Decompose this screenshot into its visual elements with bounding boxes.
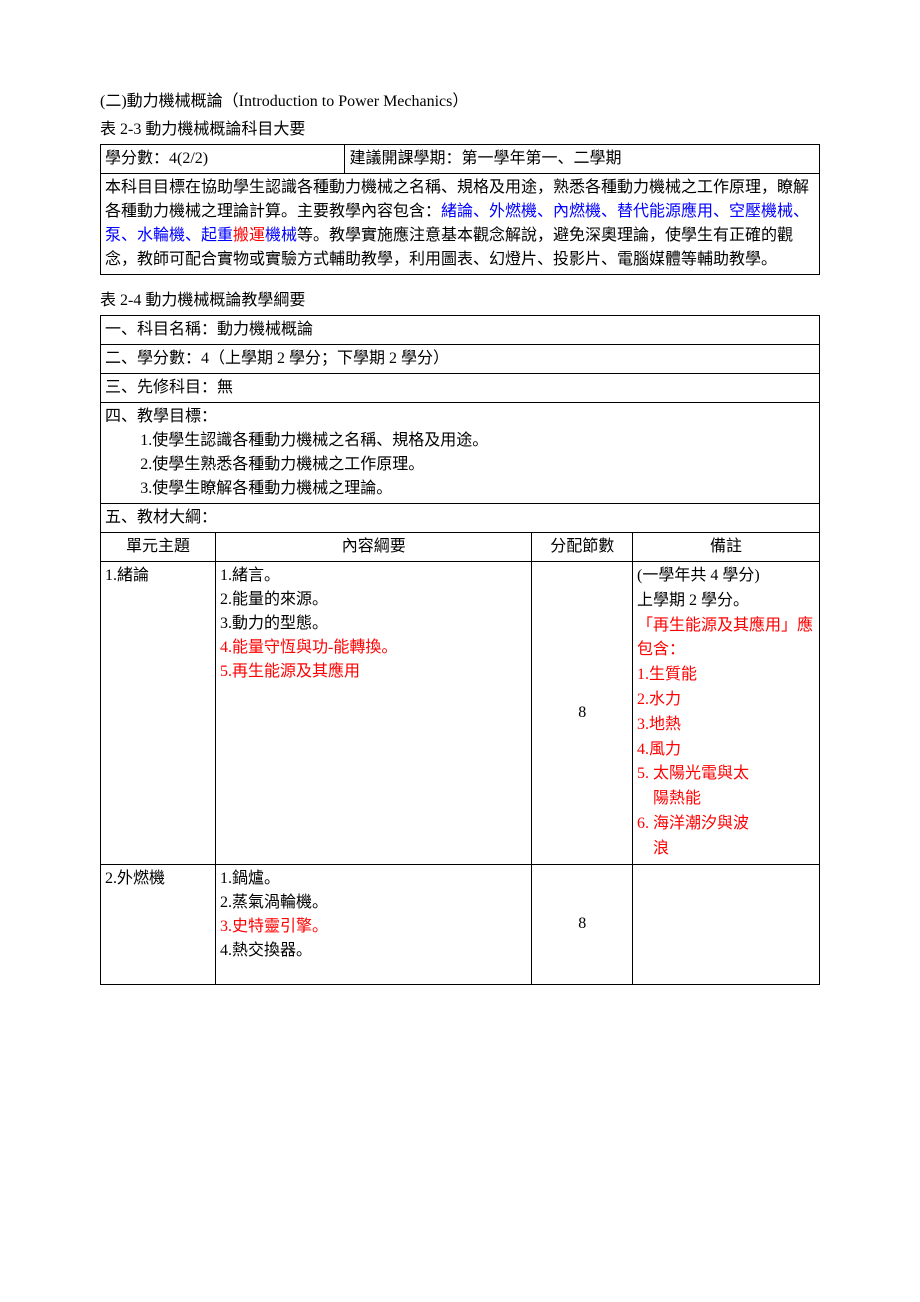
table-row: 四、教學目標： 1.使學生認識各種動力機械之名稱、規格及用途。 2.使學生熟悉各… [101, 403, 820, 504]
content-line: 4.熱交換器。 [220, 939, 527, 963]
unit-hours: 8 [532, 864, 633, 984]
col-notes: 備註 [633, 533, 820, 562]
unit-row: 1.緒論 1.緒言。 2.能量的來源。 3.動力的型態。 4.能量守恆與功-能轉… [101, 562, 820, 865]
note-line: 3.地熱 [637, 713, 815, 738]
content-line: 5.再生能源及其應用 [220, 660, 527, 684]
table-header-row: 單元主題 內容綱要 分配節數 備註 [101, 533, 820, 562]
content-line: 3.動力的型態。 [220, 612, 527, 636]
goals-cell: 四、教學目標： 1.使學生認識各種動力機械之名稱、規格及用途。 2.使學生熟悉各… [101, 403, 820, 504]
unit-topic: 1.緒論 [101, 562, 216, 865]
table-2-3: 學分數：4(2/2) 建議開課學期：第一學年第一、二學期 本科目目標在協助學生認… [100, 144, 820, 275]
content-line: 1.緒言。 [220, 564, 527, 588]
note-line: (一學年共 4 學分) [637, 564, 815, 589]
table-2-4: 一、科目名稱：動力機械概論 二、學分數：4（上學期 2 學分；下學期 2 學分）… [100, 315, 820, 985]
note-line: 6. 海洋潮汐與波浪 [637, 812, 815, 862]
unit-content: 1.緒言。 2.能量的來源。 3.動力的型態。 4.能量守恆與功-能轉換。 5.… [216, 562, 532, 865]
section-title: (二)動力機械概論（Introduction to Power Mechanic… [100, 90, 820, 114]
subject-name-cell: 一、科目名稱：動力機械概論 [101, 316, 820, 345]
table-row: 五、教材大綱： [101, 504, 820, 533]
unit-content: 1.鍋爐。 2.蒸氣渦輪機。 3.史特靈引擎。 4.熱交換器。 [216, 864, 532, 984]
desc-text: 本科目目標在協助學生認識各種動力機械之名稱、規格及用途，熟悉各種動力機械之工作原… [105, 179, 809, 268]
content-line: 4.能量守恆與功-能轉換。 [220, 636, 527, 660]
note-line: 「再生能源及其應用」應包含： [637, 614, 815, 664]
desc-blue-tail: 機械 [265, 227, 297, 244]
note-line: 5. 太陽光電與太陽熱能 [637, 762, 815, 812]
unit-topic: 2.外燃機 [101, 864, 216, 984]
col-topic: 單元主題 [101, 533, 216, 562]
table-row: 一、科目名稱：動力機械概論 [101, 316, 820, 345]
unit-hours: 8 [532, 562, 633, 865]
credits-detail-cell: 二、學分數：4（上學期 2 學分；下學期 2 學分） [101, 345, 820, 374]
goal-item: 1.使學生認識各種動力機械之名稱、規格及用途。 [105, 429, 815, 453]
description-cell: 本科目目標在協助學生認識各種動力機械之名稱、規格及用途，熟悉各種動力機械之工作原… [101, 174, 820, 275]
table-row: 三、先修科目：無 [101, 374, 820, 403]
goals-title: 四、教學目標： [105, 405, 815, 429]
table-2-4-caption: 表 2-4 動力機械概論教學綱要 [100, 289, 820, 313]
unit-notes [633, 864, 820, 984]
note-line: 1.生質能 [637, 663, 815, 688]
table-row: 學分數：4(2/2) 建議開課學期：第一學年第一、二學期 [101, 145, 820, 174]
note-line: 2.水力 [637, 688, 815, 713]
credits-cell: 學分數：4(2/2) [101, 145, 345, 174]
content-line: 2.蒸氣渦輪機。 [220, 891, 527, 915]
content-line: 3.史特靈引擎。 [220, 915, 527, 939]
table-2-3-caption: 表 2-3 動力機械概論科目大要 [100, 118, 820, 142]
table-row: 二、學分數：4（上學期 2 學分；下學期 2 學分） [101, 345, 820, 374]
desc-red-word: 搬運 [233, 227, 265, 244]
note-line: 4.風力 [637, 738, 815, 763]
unit-notes: (一學年共 4 學分) 上學期 2 學分。 「再生能源及其應用」應包含： 1.生… [633, 562, 820, 865]
table-row: 本科目目標在協助學生認識各種動力機械之名稱、規格及用途，熟悉各種動力機械之工作原… [101, 174, 820, 275]
content-spacer [220, 963, 527, 982]
prereq-cell: 三、先修科目：無 [101, 374, 820, 403]
semester-cell: 建議開課學期：第一學年第一、二學期 [345, 145, 820, 174]
col-hours: 分配節數 [532, 533, 633, 562]
note-line: 上學期 2 學分。 [637, 589, 815, 614]
goal-item: 2.使學生熟悉各種動力機械之工作原理。 [105, 453, 815, 477]
unit-row: 2.外燃機 1.鍋爐。 2.蒸氣渦輪機。 3.史特靈引擎。 4.熱交換器。 8 [101, 864, 820, 984]
content-line: 2.能量的來源。 [220, 588, 527, 612]
outline-title-cell: 五、教材大綱： [101, 504, 820, 533]
content-line: 1.鍋爐。 [220, 867, 527, 891]
goal-item: 3.使學生瞭解各種動力機械之理論。 [105, 477, 815, 501]
col-content: 內容綱要 [216, 533, 532, 562]
